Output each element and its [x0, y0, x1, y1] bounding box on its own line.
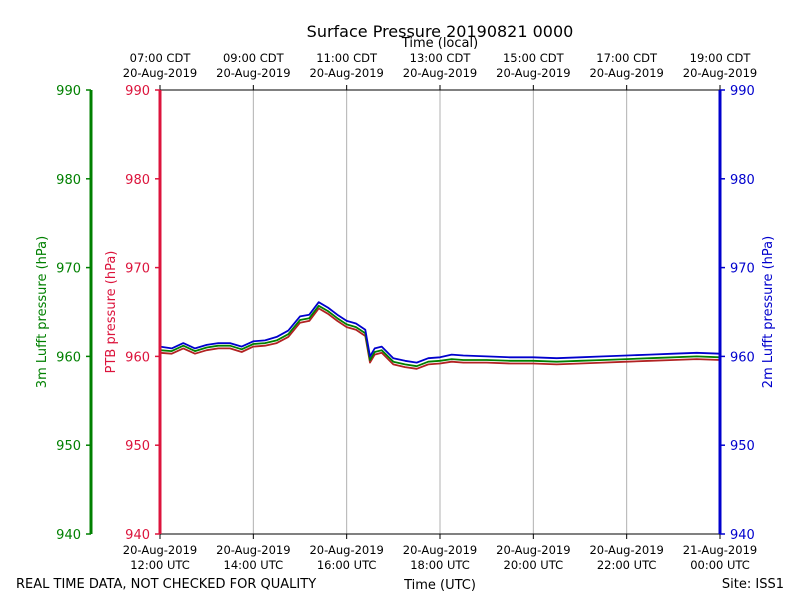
y-tick-label-ptb: 950 — [125, 439, 150, 454]
grid-lines — [252, 90, 628, 534]
top-tick-label-local: 15:00 CDT — [503, 51, 565, 65]
y-tick-label-lufft3m: 950 — [56, 439, 81, 454]
y-tick-label-lufft2m: 940 — [730, 528, 755, 543]
top-tick-label-local: 19:00 CDT — [690, 51, 752, 65]
x-tick-label-utc: 22:00 UTC — [597, 558, 657, 572]
top-tick-label-local: 13:00 CDT — [410, 51, 472, 65]
y-tick-label-lufft2m: 980 — [730, 173, 755, 188]
x-tick-label-utc: 00:00 UTC — [690, 558, 750, 572]
x-tick-label-date: 20-Aug-2019 — [496, 543, 570, 557]
x-tick-label-date: 20-Aug-2019 — [403, 543, 477, 557]
top-tick-label-date: 20-Aug-2019 — [403, 66, 477, 80]
top-tick-label-date: 20-Aug-2019 — [589, 66, 663, 80]
chart-title: Surface Pressure 20190821 0000 — [307, 22, 574, 41]
y-tick-label-lufft3m: 990 — [56, 84, 81, 99]
series-layer — [159, 301, 721, 370]
x-tick-label-utc: 20:00 UTC — [504, 558, 564, 572]
top-tick-label-date: 20-Aug-2019 — [683, 66, 757, 80]
top-tick-label-date: 20-Aug-2019 — [496, 66, 570, 80]
top-tick-label-local: 11:00 CDT — [316, 51, 378, 65]
y-tick-label-lufft2m: 990 — [730, 84, 755, 99]
x-tick-label-date: 20-Aug-2019 — [123, 543, 197, 557]
y-tick-label-lufft2m: 960 — [730, 350, 755, 365]
ptb-axis-label: PTB pressure (hPa) — [104, 251, 119, 374]
top-tick-label-local: 17:00 CDT — [596, 51, 658, 65]
top-tick-label-date: 20-Aug-2019 — [123, 66, 197, 80]
x-axis-label: Time (UTC) — [403, 578, 476, 593]
series-line-ptb-pressure — [159, 307, 721, 370]
top-axis-label: Time (local) — [401, 36, 478, 51]
y-tick-label-ptb: 980 — [125, 173, 150, 188]
top-tick-label-date: 20-Aug-2019 — [216, 66, 290, 80]
x-tick-label-date: 20-Aug-2019 — [589, 543, 663, 557]
top-tick-label-local: 09:00 CDT — [223, 51, 285, 65]
series-line-3m-lufft-pressure — [159, 304, 721, 368]
x-tick-label-date: 20-Aug-2019 — [216, 543, 290, 557]
y-tick-label-lufft3m: 980 — [56, 173, 81, 188]
y-tick-label-lufft3m: 940 — [56, 528, 81, 543]
x-tick-label-date: 20-Aug-2019 — [309, 543, 383, 557]
y-tick-labels: 940 940 940 950 950 950 960 960 960 970 970 970 980 9… — [56, 84, 755, 543]
site-label: Site: ISS1 — [722, 577, 784, 592]
top-tick-label-local: 07:00 CDT — [130, 51, 192, 65]
y-tick-label-ptb: 970 — [125, 262, 150, 277]
top-tick-label-date: 20-Aug-2019 — [309, 66, 383, 80]
x-tick-label-utc: 18:00 UTC — [410, 558, 470, 572]
x-tick-label-date: 21-Aug-2019 — [683, 543, 757, 557]
x-tick-label-utc: 16:00 UTC — [317, 558, 377, 572]
lufft3m-axis-label: 3m Lufft pressure (hPa) — [35, 236, 50, 388]
quality-notice: REAL TIME DATA, NOT CHECKED FOR QUALITY — [16, 577, 316, 592]
y-tick-label-lufft3m: 970 — [56, 262, 81, 277]
x-tick-label-utc: 12:00 UTC — [130, 558, 190, 572]
x-tick-label-utc: 14:00 UTC — [224, 558, 284, 572]
y-tick-label-ptb: 960 — [125, 350, 150, 365]
tick-marks — [86, 85, 725, 539]
y-tick-label-lufft2m: 950 — [730, 439, 755, 454]
y-tick-label-ptb: 940 — [125, 528, 150, 543]
series-line-2m-lufft-pressure — [159, 301, 721, 364]
y-tick-label-lufft3m: 960 — [56, 350, 81, 365]
y-tick-label-lufft2m: 970 — [730, 262, 755, 277]
lufft2m-axis-label: 2m Lufft pressure (hPa) — [761, 236, 776, 388]
y-tick-label-ptb: 990 — [125, 84, 150, 99]
